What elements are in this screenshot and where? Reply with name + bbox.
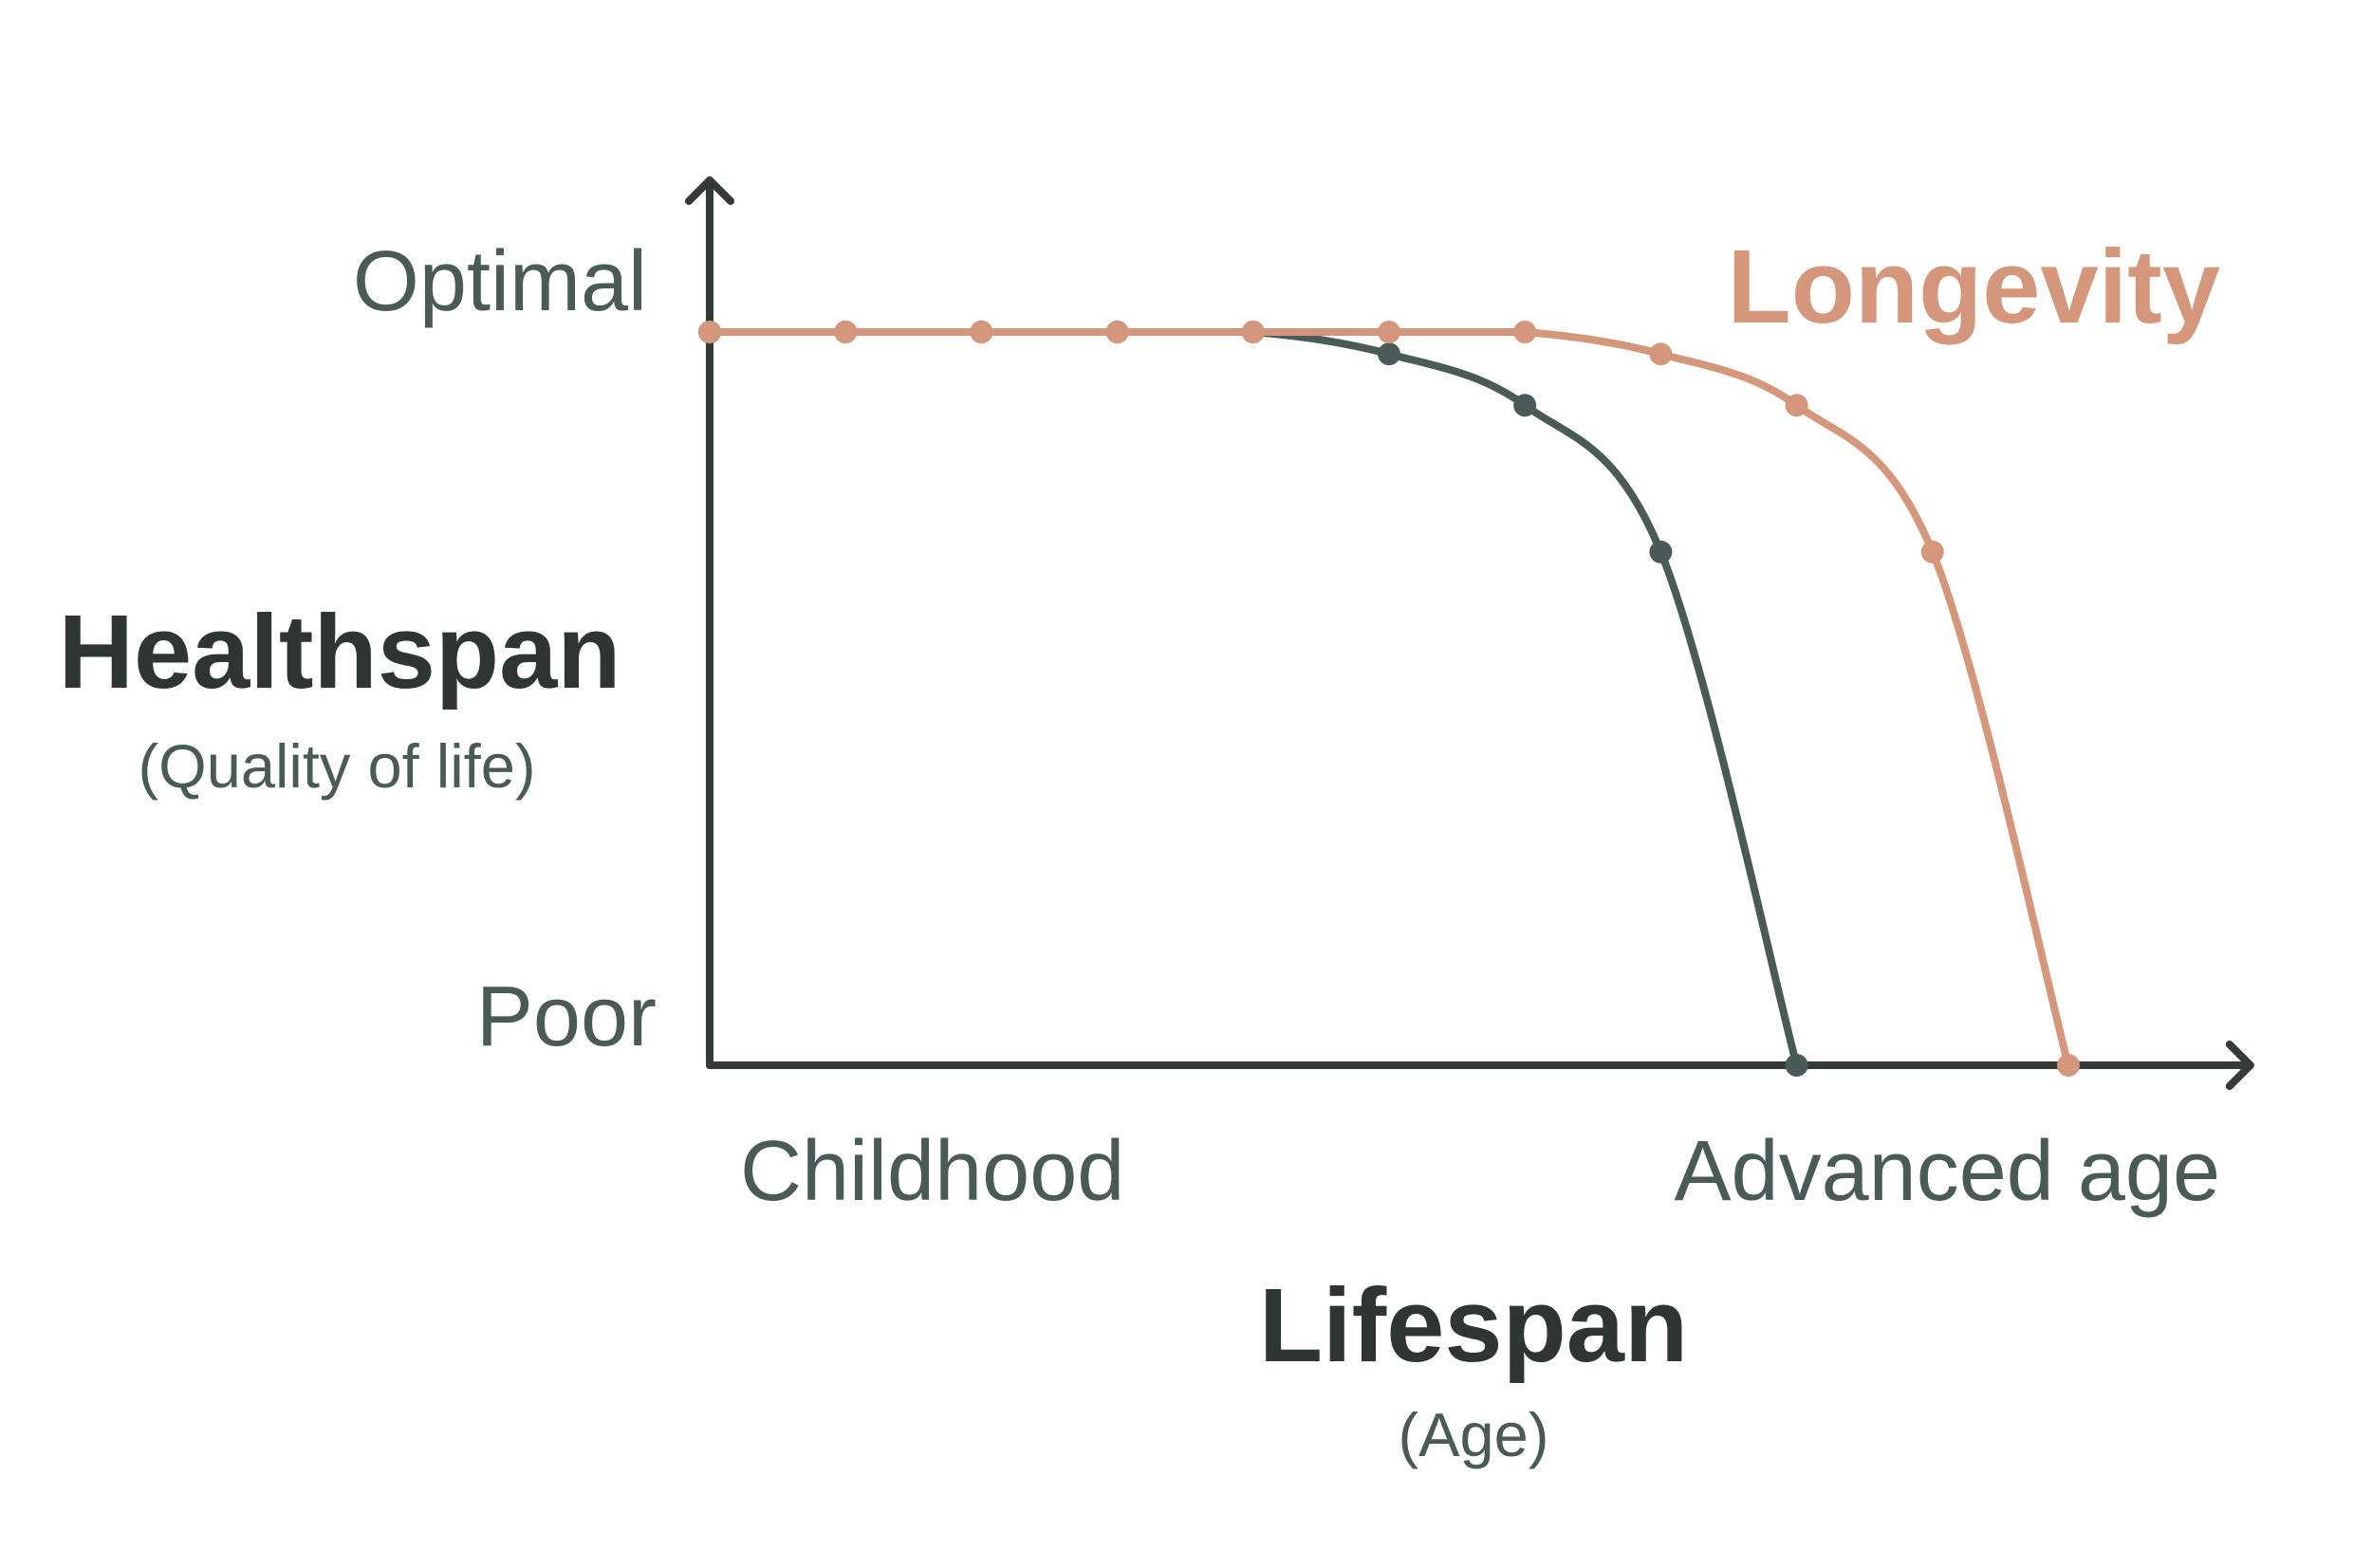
data-point-baseline-5 [1378, 342, 1400, 366]
data-point-baseline-6 [1513, 394, 1537, 417]
series-label-longevity: Longevity [1728, 229, 2221, 345]
y-axis-subtitle: (Quality of life) [138, 731, 535, 801]
x-tick-end: Advanced age [1675, 1124, 2220, 1219]
x-axis-title: Lifespan [1259, 1267, 1688, 1384]
series-baseline [698, 321, 1808, 1077]
data-point-longevity-3 [1105, 321, 1129, 343]
y-tick-top: Optimal [353, 234, 647, 329]
y-axis-arrowhead [685, 176, 734, 205]
series-longevity [698, 321, 2080, 1077]
data-point-longevity-6 [1513, 321, 1537, 343]
data-point-baseline-8 [1785, 1054, 1808, 1077]
data-point-longevity-2 [970, 321, 993, 343]
x-tick-start: Childhood [740, 1124, 1124, 1219]
data-point-longevity-10 [2057, 1054, 2080, 1077]
x-axis-arrowhead [2225, 1041, 2254, 1090]
x-axis-subtitle: (Age) [1399, 1400, 1549, 1469]
y-axis-title: Healthspan [59, 594, 621, 710]
series-line-baseline [706, 327, 1801, 1069]
data-point-baseline-7 [1649, 540, 1673, 563]
data-point-longevity-7 [1649, 342, 1673, 366]
data-point-longevity-1 [834, 321, 858, 343]
data-point-longevity-4 [1241, 321, 1265, 343]
y-tick-bottom: Poor [476, 969, 657, 1064]
series-layer [698, 321, 2080, 1077]
series-line-longevity [706, 327, 2072, 1069]
data-point-longevity-5 [1378, 321, 1400, 343]
data-point-longevity-8 [1785, 394, 1808, 417]
data-point-longevity-0 [698, 321, 721, 343]
data-point-longevity-9 [1920, 540, 1944, 563]
